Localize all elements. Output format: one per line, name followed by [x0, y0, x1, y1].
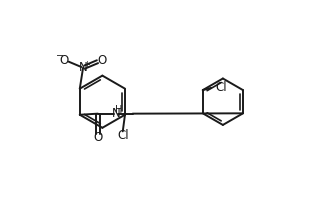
- Text: H: H: [116, 105, 123, 115]
- Text: N: N: [112, 107, 121, 120]
- Text: O: O: [59, 54, 69, 67]
- Text: Cl: Cl: [215, 81, 227, 94]
- Text: N: N: [79, 61, 88, 74]
- Text: O: O: [93, 131, 103, 144]
- Text: +: +: [83, 60, 90, 69]
- Text: −: −: [56, 51, 64, 61]
- Text: O: O: [98, 54, 107, 67]
- Text: Cl: Cl: [117, 129, 129, 142]
